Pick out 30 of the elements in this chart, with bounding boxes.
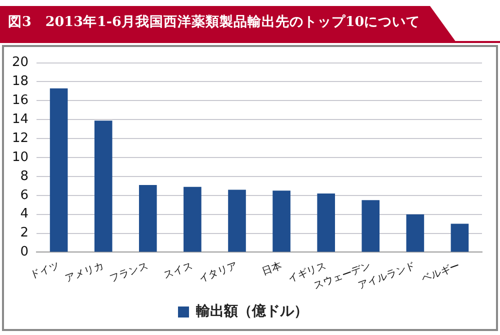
y-tick-label: 20	[12, 55, 29, 70]
y-tick-label: 2	[20, 226, 29, 241]
bar	[94, 120, 112, 252]
bar	[228, 190, 246, 252]
y-tick-label: 4	[20, 206, 29, 222]
x-tick-label: アメリカ	[64, 260, 106, 285]
bar	[184, 186, 202, 252]
bar	[362, 200, 380, 252]
y-tick-label: 8	[20, 168, 29, 184]
bar	[317, 193, 335, 252]
legend-label: 輸出額（億ドル）	[195, 302, 308, 320]
x-tick-label: イタリア	[198, 260, 239, 285]
chart-title: 図3 2013年1-6月我国西洋薬類製品輸出先のトップ10について	[8, 13, 420, 31]
bar	[272, 190, 290, 252]
x-tick-label: フランス	[108, 260, 150, 285]
bar	[139, 184, 157, 252]
x-tick-label: 日本	[260, 260, 284, 278]
y-tick-label: 18	[12, 74, 29, 90]
x-tick-label: スイス	[162, 260, 194, 282]
y-tick-label: 14	[12, 112, 29, 127]
x-tick-label: ドイツ	[28, 260, 61, 282]
bar	[450, 224, 469, 252]
y-tick-label: 10	[12, 150, 29, 165]
bar	[406, 214, 424, 252]
y-tick-label: 6	[20, 188, 29, 203]
y-tick-label: 0	[20, 244, 29, 260]
bar	[50, 88, 68, 252]
x-tick-label: ベルギー	[420, 260, 462, 285]
y-tick-label: 12	[12, 130, 29, 146]
y-tick-label: 16	[12, 93, 29, 108]
